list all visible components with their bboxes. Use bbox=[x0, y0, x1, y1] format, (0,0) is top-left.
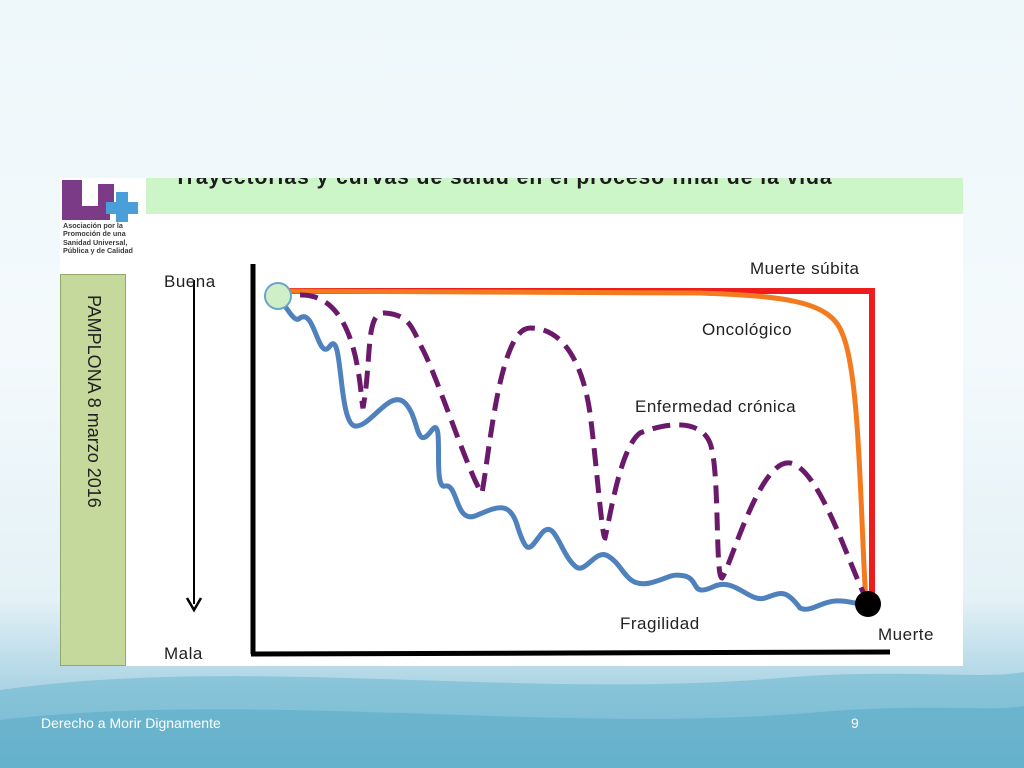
slide-title: Trayectorias y curvas de salud en el pro… bbox=[174, 178, 833, 190]
axis-label-good: Buena bbox=[164, 272, 216, 291]
label-sudden-death: Muerte súbita bbox=[750, 259, 860, 278]
logo-line: Asociación por la bbox=[63, 221, 123, 230]
logo-line: Pública y de Calidad bbox=[63, 245, 133, 255]
trajectory-diagram bbox=[185, 264, 891, 657]
logo-mark bbox=[62, 180, 138, 222]
label-chronic: Enfermedad crónica bbox=[635, 397, 797, 416]
arrowhead bbox=[185, 597, 203, 613]
curve-chronic bbox=[299, 292, 869, 600]
curve-frailty bbox=[275, 294, 869, 612]
logo-caption: Asociación por la Promoción de una Sanid… bbox=[63, 221, 147, 255]
page-number: 9 bbox=[851, 715, 859, 731]
side-band: PAMPLONA 8 marzo 2016 bbox=[60, 274, 126, 666]
diagram-image: Trayectorias y curvas de salud en el pro… bbox=[60, 178, 963, 666]
axis-label-bad: Mala bbox=[164, 644, 203, 663]
logo-line: Promoción de una bbox=[63, 229, 126, 239]
logo-line: Sanidad Universal, bbox=[63, 237, 128, 247]
label-oncologic: Oncológico bbox=[702, 320, 793, 339]
label-death: Muerte bbox=[878, 625, 934, 644]
start-marker bbox=[264, 282, 292, 310]
footer-text: Derecho a Morir Dignamente bbox=[41, 715, 221, 731]
curve-oncologic bbox=[276, 288, 869, 604]
title-band: Trayectorias y curvas de salud en el pro… bbox=[146, 178, 963, 214]
x-axis bbox=[250, 649, 891, 657]
end-marker bbox=[855, 591, 881, 617]
association-logo: Asociación por la Promoción de una Sanid… bbox=[60, 178, 144, 266]
label-frailty: Fragilidad bbox=[620, 614, 700, 633]
